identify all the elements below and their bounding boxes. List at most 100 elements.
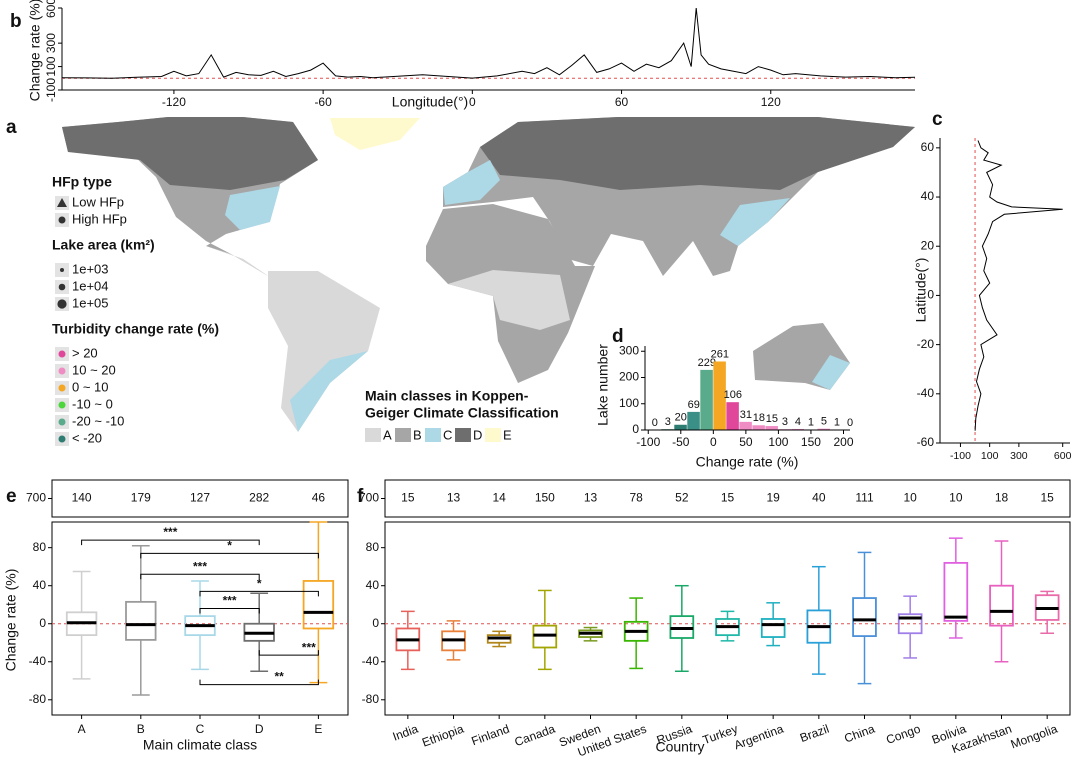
x-tick-label: 0	[710, 435, 717, 449]
legend-item: < -20	[72, 430, 102, 445]
count-label: 78	[629, 491, 643, 505]
central-america	[206, 246, 268, 276]
east-us-temperate	[225, 186, 280, 230]
y-axis-label: Change rate (%)	[27, 0, 43, 101]
bar-value-label: 229	[698, 357, 716, 369]
x-tick-label: D	[255, 722, 264, 736]
bar-value-label: 0	[847, 417, 853, 429]
count-label: 14	[492, 491, 506, 505]
significance-label: ***	[223, 594, 237, 608]
significance-bracket	[199, 679, 319, 686]
panel-label: e	[6, 486, 17, 507]
eurasia-cold	[480, 117, 915, 190]
x-tick-label: 60	[615, 95, 629, 109]
legend-title: HFp type	[52, 174, 112, 190]
x-tick-label: E	[314, 722, 322, 736]
count-tick-label: 700	[26, 491, 46, 505]
count-label: 18	[995, 491, 1009, 505]
x-tick-label: 120	[761, 95, 781, 109]
legend-item: 0 ~ 10	[72, 379, 109, 394]
legend-title: Lake area (km²)	[52, 237, 155, 253]
color-marker	[58, 367, 66, 375]
y-tick-label: -60	[917, 435, 935, 449]
histogram-bar	[739, 421, 752, 430]
box	[125, 600, 157, 641]
bar-value-label: 3	[782, 416, 788, 428]
x-tick-label: 100	[768, 435, 788, 449]
y-tick-label: 0	[372, 616, 379, 630]
south-america	[268, 271, 380, 432]
histogram-bar	[791, 428, 804, 430]
x-tick-label: 200	[833, 435, 853, 449]
significance-bracket	[199, 608, 260, 614]
significance-label: ***	[193, 559, 207, 573]
y-tick-label: 200	[619, 370, 639, 384]
legend-title: Geiger Climate Classification	[365, 405, 559, 421]
significance-bracket	[140, 552, 319, 559]
legend-item: -10 ~ 0	[72, 396, 113, 411]
climate-swatch	[365, 428, 381, 442]
south-america-south	[290, 351, 368, 432]
x-tick-label: 150	[801, 435, 821, 449]
y-tick-label: -40	[917, 386, 935, 400]
y-tick-label: 80	[33, 540, 47, 554]
histogram-bar	[817, 428, 830, 430]
climate-swatch	[425, 428, 441, 442]
panel-label: a	[6, 117, 17, 138]
count-label: 10	[903, 491, 917, 505]
y-tick-label: 0	[39, 616, 46, 630]
histogram-bar	[765, 426, 778, 430]
legend-item: E	[503, 427, 512, 442]
y-tick-label: -80	[29, 692, 47, 706]
x-tick-label: 0	[469, 95, 476, 109]
count-label: 282	[249, 491, 269, 505]
x-axis-label: Change rate (%)	[696, 454, 799, 470]
australia-temperate	[812, 355, 850, 390]
color-marker	[58, 401, 66, 409]
africa-tropical	[448, 270, 570, 330]
bar-value-label: 106	[724, 389, 742, 401]
x-tick-label: Mongolia	[1009, 722, 1060, 752]
x-tick-label: 300	[1010, 450, 1028, 462]
x-tick-label: 600	[1054, 450, 1072, 462]
legend-item: B	[413, 427, 422, 442]
significance-bracket	[199, 590, 319, 597]
significance-label: *	[257, 577, 262, 591]
count-label: 52	[675, 491, 689, 505]
histogram-bar	[752, 425, 765, 430]
x-tick-label: Ethiopia	[420, 722, 466, 750]
y-tick-label: 300	[619, 343, 639, 357]
europe-temperate	[443, 160, 500, 205]
significance-label: ***	[163, 525, 177, 539]
histogram-bar	[700, 369, 713, 430]
bar-value-label: 1	[808, 417, 814, 429]
greenland	[330, 118, 420, 150]
legend-title: Main classes in Koppen-	[365, 388, 529, 404]
x-tick-label: -120	[162, 95, 186, 109]
box	[897, 613, 923, 635]
legend-item: 1e+04	[72, 278, 109, 293]
y-tick-label: 100	[619, 396, 639, 410]
legend-item: D	[473, 427, 482, 442]
color-marker	[58, 435, 66, 443]
histogram-bar	[687, 411, 700, 430]
bar-value-label: 1	[834, 417, 840, 429]
y-tick-label: -100	[44, 78, 58, 102]
x-tick-label: C	[196, 722, 205, 736]
y-tick-label: 80	[366, 540, 380, 554]
x-axis-label: Longitude(°)	[392, 94, 468, 110]
color-marker	[58, 418, 66, 426]
legend-title: Turbidity change rate (%)	[52, 321, 219, 337]
box	[989, 584, 1014, 627]
count-tick-label: 700	[359, 491, 379, 505]
panel-label: b	[10, 11, 22, 32]
x-tick-label: 50	[739, 435, 753, 449]
box	[302, 580, 335, 630]
x-tick-label: -50	[672, 435, 690, 449]
legend-item: 1e+03	[72, 261, 109, 276]
y-tick-label: -20	[917, 337, 935, 351]
panel-label: f	[357, 486, 364, 507]
x-tick-label: Congo	[884, 722, 922, 747]
bar-value-label: 18	[753, 412, 765, 424]
histogram-bar	[713, 361, 726, 430]
